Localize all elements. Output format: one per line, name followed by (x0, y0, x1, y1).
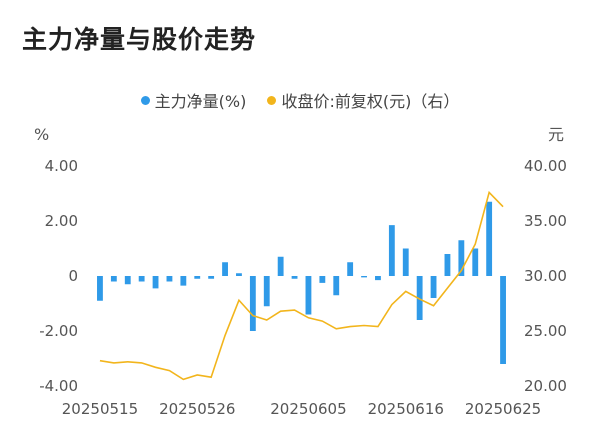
net-volume-bar (347, 262, 354, 276)
net-volume-bar (110, 276, 117, 282)
net-volume-bar (430, 276, 437, 298)
right-tick-label: 35.00 (524, 212, 567, 230)
x-axis: 20250515 20250526 20250605 20250616 20250625 (62, 400, 541, 418)
x-tick-label: 20250616 (368, 400, 444, 418)
net-volume-bar (402, 248, 409, 276)
net-volume-bar (249, 276, 256, 331)
legend-label-close-price: 收盘价:前复权(元)（右） (281, 92, 460, 111)
right-tick-label: 40.00 (524, 157, 567, 175)
x-tick-label: 20250605 (270, 400, 346, 418)
right-axis-unit: 元 (548, 125, 564, 144)
x-tick-label: 20250526 (159, 400, 235, 418)
chart-title: 主力净量与股价走势 (22, 25, 257, 54)
x-tick-label: 20250625 (465, 400, 541, 418)
net-volume-bar (416, 276, 423, 320)
net-volume-bar (194, 276, 201, 279)
net-volume-bar (180, 276, 187, 286)
legend-swatch-net-volume (140, 96, 150, 105)
left-axis-unit: % (34, 125, 49, 144)
net-volume-bar (458, 240, 465, 276)
left-tick-label: 2.00 (45, 212, 78, 230)
x-tick-label: 20250515 (62, 400, 138, 418)
legend-item-net-volume[interactable]: 主力净量(%) (140, 88, 247, 112)
net-volume-bar (222, 262, 228, 276)
net-volume-bar (166, 276, 173, 282)
legend: 主力净量(%) 收盘价:前复权(元)（右） (0, 88, 600, 112)
net-volume-bar (236, 273, 242, 276)
net-volume-bar (319, 276, 326, 283)
left-tick-label: 0 (68, 267, 78, 285)
legend-swatch-close-price (267, 96, 277, 105)
net-volume-bar (500, 276, 506, 364)
right-tick-label: 30.00 (524, 267, 567, 285)
left-tick-label: -2.00 (39, 322, 78, 340)
legend-item-close-price[interactable]: 收盘价:前复权(元)（右） (267, 88, 459, 112)
legend-label-net-volume: 主力净量(%) (154, 92, 247, 111)
right-tick-label: 25.00 (524, 322, 567, 340)
net-volume-bar (486, 201, 493, 276)
right-tick-label: 20.00 (524, 377, 567, 395)
net-volume-bar (152, 276, 159, 289)
left-tick-label: 4.00 (45, 157, 78, 175)
net-volume-bar (138, 276, 145, 282)
left-axis: 4.00 2.00 0 -2.00 -4.00 (39, 157, 78, 395)
net-volume-bar (263, 276, 270, 307)
net-volume-bar (291, 276, 298, 279)
left-tick-label: -4.00 (39, 377, 78, 395)
net-volume-bar (97, 276, 103, 301)
net-volume-bar (361, 276, 367, 278)
net-volume-bar (208, 276, 215, 279)
net-volume-bar (472, 248, 479, 276)
net-volume-bars (97, 201, 506, 364)
close-price-line (99, 190, 504, 381)
net-volume-bar (277, 256, 284, 276)
right-axis: 40.00 35.00 30.00 25.00 20.00 (524, 157, 567, 395)
net-volume-bar (124, 276, 131, 285)
net-volume-bar (444, 254, 451, 276)
net-volume-bar (375, 276, 381, 281)
net-volume-bar (388, 225, 395, 277)
net-volume-bar (305, 276, 312, 315)
net-volume-bar (333, 276, 340, 296)
